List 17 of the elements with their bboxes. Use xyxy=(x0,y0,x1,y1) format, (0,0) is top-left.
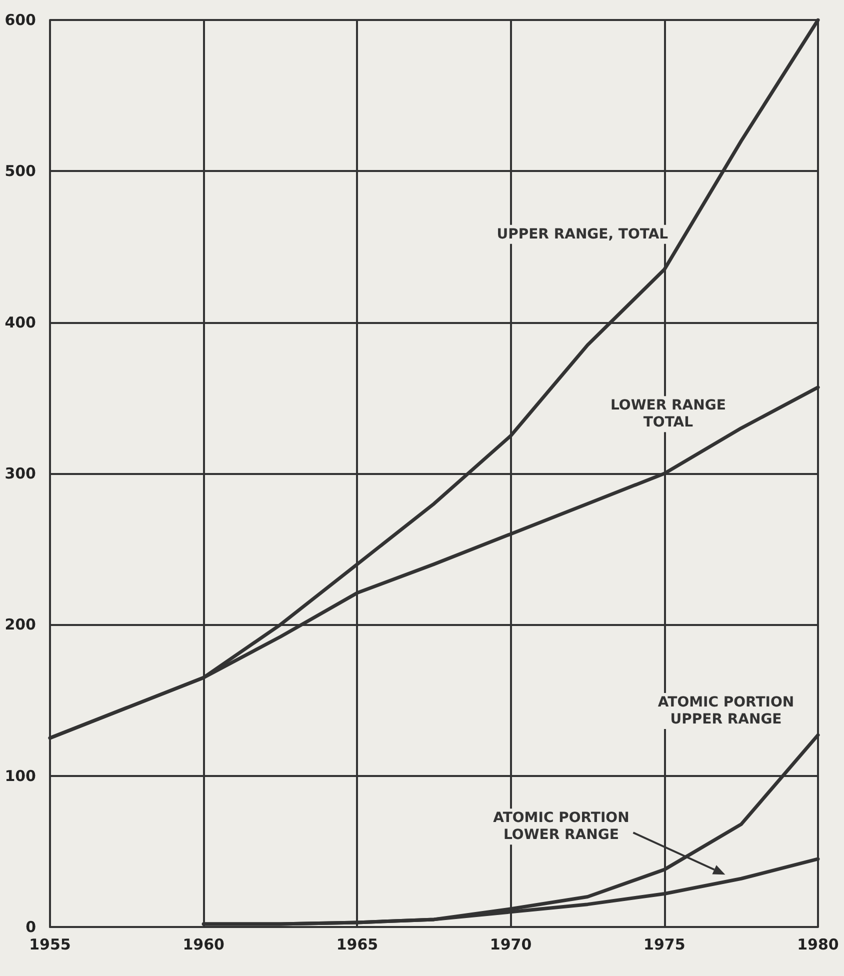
x-tick-label: 1980 xyxy=(797,936,839,954)
y-tick-label: 400 xyxy=(4,313,36,332)
x-tick-label: 1975 xyxy=(644,936,686,954)
y-tick-label: 600 xyxy=(4,11,36,29)
x-tick-label: 1970 xyxy=(490,936,532,954)
y-tick-label: 200 xyxy=(4,616,36,634)
series-label: ATOMIC PORTION UPPER RANGE xyxy=(658,694,794,728)
text: ATOMIC PORTION LOWER RANGE xyxy=(493,810,630,844)
x-tick-label: 1955 xyxy=(29,936,71,954)
x-tick-label: 1960 xyxy=(182,936,224,954)
y-tick-label: 500 xyxy=(4,162,36,180)
y-tick-label: 0 xyxy=(26,918,36,936)
series-label: UPPER RANGE, TOTAL xyxy=(496,226,668,242)
y-tick-label: 300 xyxy=(4,464,36,482)
x-tick-label: 1965 xyxy=(336,936,378,954)
y-tick-label: 100 xyxy=(4,766,36,785)
series-label: LOWER RANGE TOTAL xyxy=(610,398,726,431)
